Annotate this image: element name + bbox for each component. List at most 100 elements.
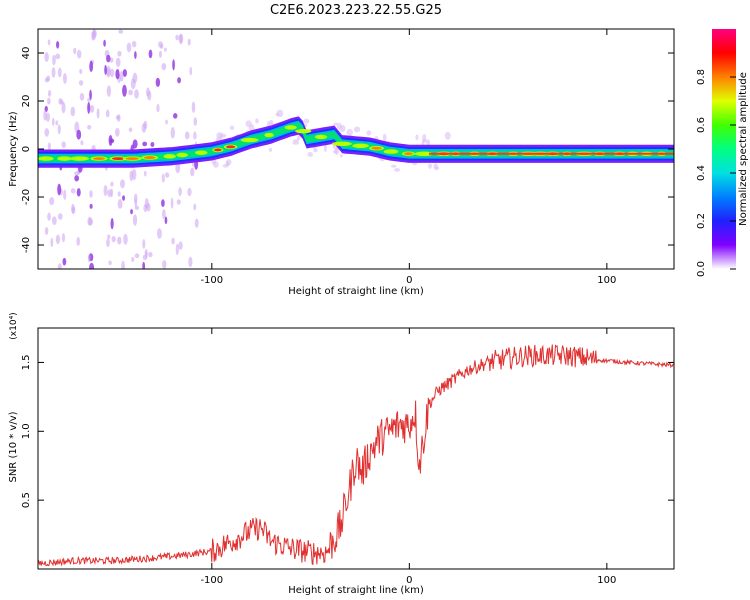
spectral-speck bbox=[55, 234, 61, 245]
spectral-speck bbox=[57, 67, 62, 78]
spectral-speck bbox=[444, 131, 451, 140]
spectral-speck bbox=[353, 126, 361, 133]
spectral-speck bbox=[131, 257, 135, 262]
spectral-speck bbox=[89, 89, 92, 101]
colorbar-tick-label: 0.4 bbox=[696, 165, 707, 181]
spectral-speck bbox=[74, 175, 80, 182]
spectral-speck bbox=[109, 68, 115, 78]
spectrogram-x-tick-label: 100 bbox=[597, 275, 616, 286]
spectrogram-x-tick-label: 0 bbox=[406, 275, 412, 286]
snr-series-line bbox=[38, 344, 674, 567]
spectral-speck bbox=[187, 38, 191, 46]
spectral-speck bbox=[105, 109, 110, 118]
spectral-speck bbox=[292, 141, 300, 145]
spectral-speck bbox=[292, 139, 299, 143]
spectral-speck bbox=[62, 72, 67, 84]
spectral-speck bbox=[45, 112, 51, 122]
spectral-peak-core bbox=[143, 156, 156, 159]
spectral-speck bbox=[76, 236, 81, 246]
spectral-peak-core bbox=[92, 157, 106, 161]
colorbar-tick-label: 0.0 bbox=[696, 261, 707, 277]
spectral-speck bbox=[222, 163, 229, 168]
spectral-speck bbox=[87, 97, 91, 102]
spectrogram-ticks: -100 0 100 -40 -20 0 20 40 bbox=[21, 29, 674, 286]
spectral-speck bbox=[226, 158, 232, 166]
spectral-speck bbox=[44, 52, 49, 62]
spectral-speck bbox=[115, 57, 121, 67]
spectral-speck bbox=[107, 234, 111, 240]
spectral-speck bbox=[132, 72, 138, 84]
spectral-speck bbox=[382, 133, 387, 142]
colorbar-gradient bbox=[712, 29, 736, 269]
spectral-speck bbox=[44, 128, 50, 137]
spectral-speck bbox=[89, 203, 93, 209]
spectral-speck bbox=[156, 228, 162, 239]
spectral-speck bbox=[193, 131, 197, 140]
spectral-speck bbox=[87, 216, 92, 226]
spectral-speck bbox=[61, 233, 66, 243]
spectral-speck bbox=[119, 70, 124, 82]
spectral-speck bbox=[76, 188, 81, 197]
spectral-speck bbox=[255, 118, 259, 124]
spectral-speck bbox=[333, 122, 338, 126]
snr-x-tick-label: 0 bbox=[406, 575, 412, 586]
spectral-speck bbox=[175, 162, 181, 174]
spectral-peak-core bbox=[125, 157, 139, 161]
spectral-peak-core bbox=[403, 152, 413, 156]
spectral-speck bbox=[177, 77, 181, 84]
spectral-speck bbox=[76, 49, 82, 59]
snr-y-tick-label: 1.5 bbox=[21, 354, 32, 370]
spectral-speck bbox=[111, 235, 116, 243]
spectral-speck bbox=[122, 69, 127, 77]
spectral-speck bbox=[74, 171, 80, 176]
spectral-speck bbox=[57, 183, 62, 196]
spectral-speck bbox=[161, 173, 165, 183]
spectral-speck bbox=[89, 60, 94, 72]
snr-x-axis-label: Height of straight line (km) bbox=[288, 585, 424, 596]
spectral-speck bbox=[62, 257, 67, 266]
spectral-speck bbox=[118, 29, 124, 34]
spectral-speck bbox=[194, 218, 199, 228]
spectral-speck bbox=[339, 124, 346, 133]
spectral-speck bbox=[50, 237, 54, 248]
spectral-speck bbox=[103, 184, 108, 197]
spectral-speck bbox=[184, 131, 190, 140]
spectral-speck bbox=[158, 50, 162, 58]
spectral-speck bbox=[248, 124, 255, 132]
spectral-speck bbox=[131, 40, 137, 48]
snr-y-tick-label: 0.5 bbox=[21, 492, 32, 508]
spectral-peak bbox=[240, 137, 259, 143]
spectral-speck bbox=[122, 84, 127, 97]
spectral-peak-core bbox=[225, 145, 236, 149]
spectral-speck bbox=[229, 125, 235, 131]
spectral-speck bbox=[189, 66, 193, 76]
spectral-speck bbox=[109, 57, 114, 63]
spectral-speck bbox=[171, 237, 175, 245]
spectral-peak bbox=[295, 128, 312, 134]
spectral-peak bbox=[70, 156, 90, 161]
spectral-speck bbox=[150, 142, 155, 147]
spectral-speck bbox=[134, 89, 139, 99]
spectral-speck bbox=[144, 249, 148, 256]
spectral-speck bbox=[155, 77, 161, 87]
spectral-speck bbox=[313, 148, 318, 153]
spectral-speck bbox=[128, 127, 133, 133]
spectral-speck bbox=[346, 128, 353, 136]
spectral-speck bbox=[61, 141, 66, 148]
spectral-speck bbox=[117, 191, 121, 197]
spectral-speck bbox=[106, 65, 111, 78]
spectral-speck bbox=[126, 42, 132, 53]
spectral-peak bbox=[314, 134, 328, 140]
colorbar-tick-label: 0.6 bbox=[696, 117, 707, 133]
spectral-speck bbox=[110, 181, 114, 187]
spectral-speck bbox=[61, 102, 66, 114]
spectral-speck bbox=[79, 68, 83, 75]
spectral-speck bbox=[130, 209, 133, 215]
spectral-speck bbox=[164, 216, 168, 225]
figure-title: C2E6.2023.223.22.55.G25 bbox=[270, 3, 442, 18]
spectral-speck bbox=[134, 51, 137, 59]
spectral-speck bbox=[193, 117, 198, 126]
colorbar-tick-label: 0.8 bbox=[696, 69, 707, 85]
spectral-speck bbox=[58, 97, 63, 105]
